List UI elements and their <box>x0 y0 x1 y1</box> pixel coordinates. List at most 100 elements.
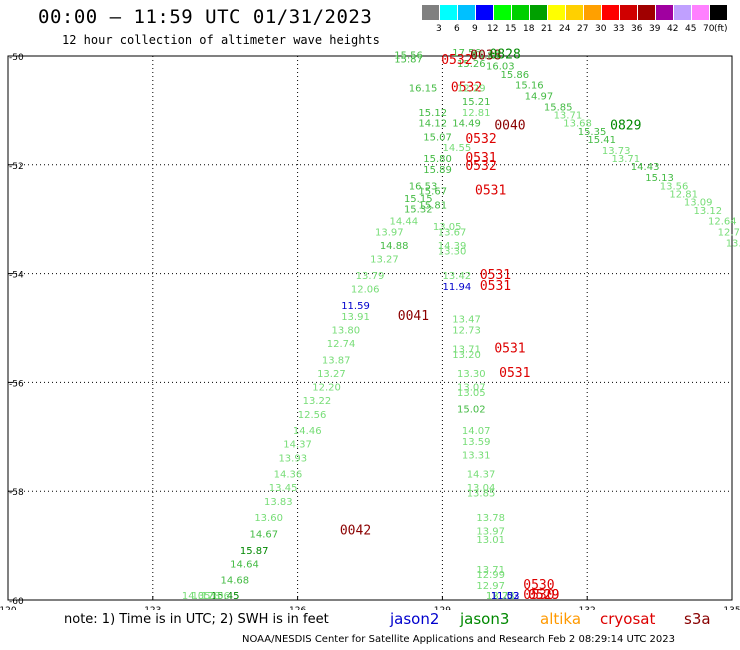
wave-height-label: 11.94 <box>443 282 472 293</box>
wave-height-label: 15.45 <box>211 591 240 602</box>
wave-height-label: 14.64 <box>230 559 259 570</box>
pass-time-label: 0532 <box>441 53 472 68</box>
pass-time-label: 0531 <box>494 341 525 356</box>
legend-swatch <box>494 5 511 20</box>
x-tick-label: 126 <box>289 606 306 610</box>
pass-time-label: 0532 <box>465 159 496 174</box>
wave-height-label: 13.30 <box>438 247 467 258</box>
wave-height-label: 13.47 <box>452 315 481 326</box>
chart-title: 00:00 – 11:59 UTC 01/31/2023 <box>38 6 373 28</box>
wave-height-label: 13.59 <box>462 437 491 448</box>
wave-height-label: 15.41 <box>587 135 616 146</box>
wave-height-label: 15.35 <box>578 127 607 138</box>
legend-swatch <box>602 5 619 20</box>
wave-height-label: 14.68 <box>221 576 250 587</box>
pass-time-label: 0038 <box>470 48 501 63</box>
wave-height-label: 14.05 <box>182 591 211 602</box>
wave-height-label: 14.36 <box>274 470 303 481</box>
legend-label: 21 <box>541 24 553 34</box>
legend-swatch <box>422 5 439 20</box>
legend-label: 33 <box>613 24 625 34</box>
wave-height-label: 13.04 <box>467 483 496 494</box>
y-tick-label: -54 <box>9 271 24 281</box>
wave-height-label: 13.45 <box>269 483 298 494</box>
wave-height-label: 14.07 <box>462 426 491 437</box>
chart-subtitle: 12 hour collection of altimeter wave hei… <box>62 33 380 47</box>
wave-height-label: 12.06 <box>201 591 230 602</box>
legend-label: 36 <box>631 24 643 34</box>
legend-swatch <box>512 5 529 20</box>
wave-height-label: 15.87 <box>394 55 423 66</box>
legend-label: 27 <box>577 24 589 34</box>
wave-height-label: 15.87 <box>240 546 269 557</box>
wave-height-label: 15.56 <box>394 51 423 62</box>
wave-height-label: 13.42 <box>443 271 472 282</box>
wave-height-label: 13.71 <box>476 565 505 576</box>
wave-height-label: 15.21 <box>462 97 491 108</box>
pass-time-label: 0531 <box>499 366 530 381</box>
legend-label: 6 <box>454 24 460 34</box>
wave-height-label: 14.88 <box>380 241 409 252</box>
x-tick-label: 129 <box>434 606 451 610</box>
legend-label: 12 <box>487 24 499 34</box>
satellite-s3a: s3a <box>684 610 711 628</box>
wave-height-label: 15.89 <box>423 165 452 176</box>
legend-label: 3 <box>436 24 442 34</box>
wave-height-label: 14.44 <box>389 217 418 228</box>
wave-height-label: 13.91 <box>341 312 370 323</box>
wave-height-label: 12.81 <box>669 189 698 200</box>
pass-time-label: 0530 <box>523 578 554 593</box>
wave-height-label: 13.27 <box>317 369 346 380</box>
legend-swatch <box>530 5 547 20</box>
wave-height-label: 15.12 <box>418 108 447 119</box>
wave-height-label: 13.01 <box>476 535 505 546</box>
wave-height-label: 14.55 <box>443 143 472 154</box>
wave-height-label: 13.85 <box>467 489 496 500</box>
plot-area: 120 123 126 129 132 135 -50 -52 -54 -56 -58 -60 15.5… <box>0 48 740 610</box>
wave-height-label: 15.86 <box>500 70 529 81</box>
y-tick-label: -58 <box>9 488 24 498</box>
wave-height-label: 15.16 <box>515 81 544 92</box>
wave-height-label: 13.71 <box>452 344 481 355</box>
x-tick-label: 132 <box>579 606 596 610</box>
wave-height-label: 15.81 <box>418 200 447 211</box>
satellite-cryosat: cryosat <box>600 610 656 628</box>
legend-swatch <box>476 5 493 20</box>
wave-height-label: 14.37 <box>467 470 496 481</box>
wave-height-label: 12.81 <box>462 108 491 119</box>
legend-swatch <box>566 5 583 20</box>
wave-height-label: 12.64 <box>708 217 737 228</box>
pass-time-label: 0531 <box>480 279 511 294</box>
legend-label: 9 <box>472 24 478 34</box>
legend-swatch <box>692 5 709 20</box>
wave-height-label: 11.52 <box>491 591 520 602</box>
wave-height-label: 13.68 <box>563 119 592 130</box>
wave-height-label: 14.67 <box>249 529 278 540</box>
wave-height-label: 13.78 <box>476 513 505 524</box>
wave-height-label: 13.97 <box>375 228 404 239</box>
legend-label: 15 <box>505 24 517 34</box>
wave-height-label: 15.26 <box>457 59 486 70</box>
wave-height-label: 13.56 <box>660 181 689 192</box>
wave-height-label: 15.02 <box>457 404 486 415</box>
wave-height-label: 17.56 <box>452 48 481 59</box>
wave-height-label: 13.83 <box>264 497 293 508</box>
x-tick-label: 123 <box>144 606 161 610</box>
wave-height-label: 13.22 <box>486 591 515 602</box>
wave-height-label: 13.20 <box>452 350 481 361</box>
wave-height-label: 13.67 <box>438 228 467 239</box>
wave-height-label: 13.71 <box>554 111 583 122</box>
wave-height-label: 13.93 <box>278 453 307 464</box>
legend-label: 24 <box>559 24 571 34</box>
y-tick-label: -52 <box>9 162 24 172</box>
legend-label: 42 <box>667 24 679 34</box>
wave-height-label: 13.87 <box>322 355 351 366</box>
pass-time-label: 0529 <box>528 588 559 603</box>
legend-swatch <box>584 5 601 20</box>
wave-height-label: 13.09 <box>684 198 713 209</box>
wave-height-label: 14.12 <box>418 119 447 130</box>
wave-height-label: 13.2 <box>726 238 740 249</box>
pass-time-label: 0531 <box>480 268 511 283</box>
wave-height-label: 12.99 <box>476 570 505 581</box>
x-tick-label: 120 <box>0 606 17 610</box>
